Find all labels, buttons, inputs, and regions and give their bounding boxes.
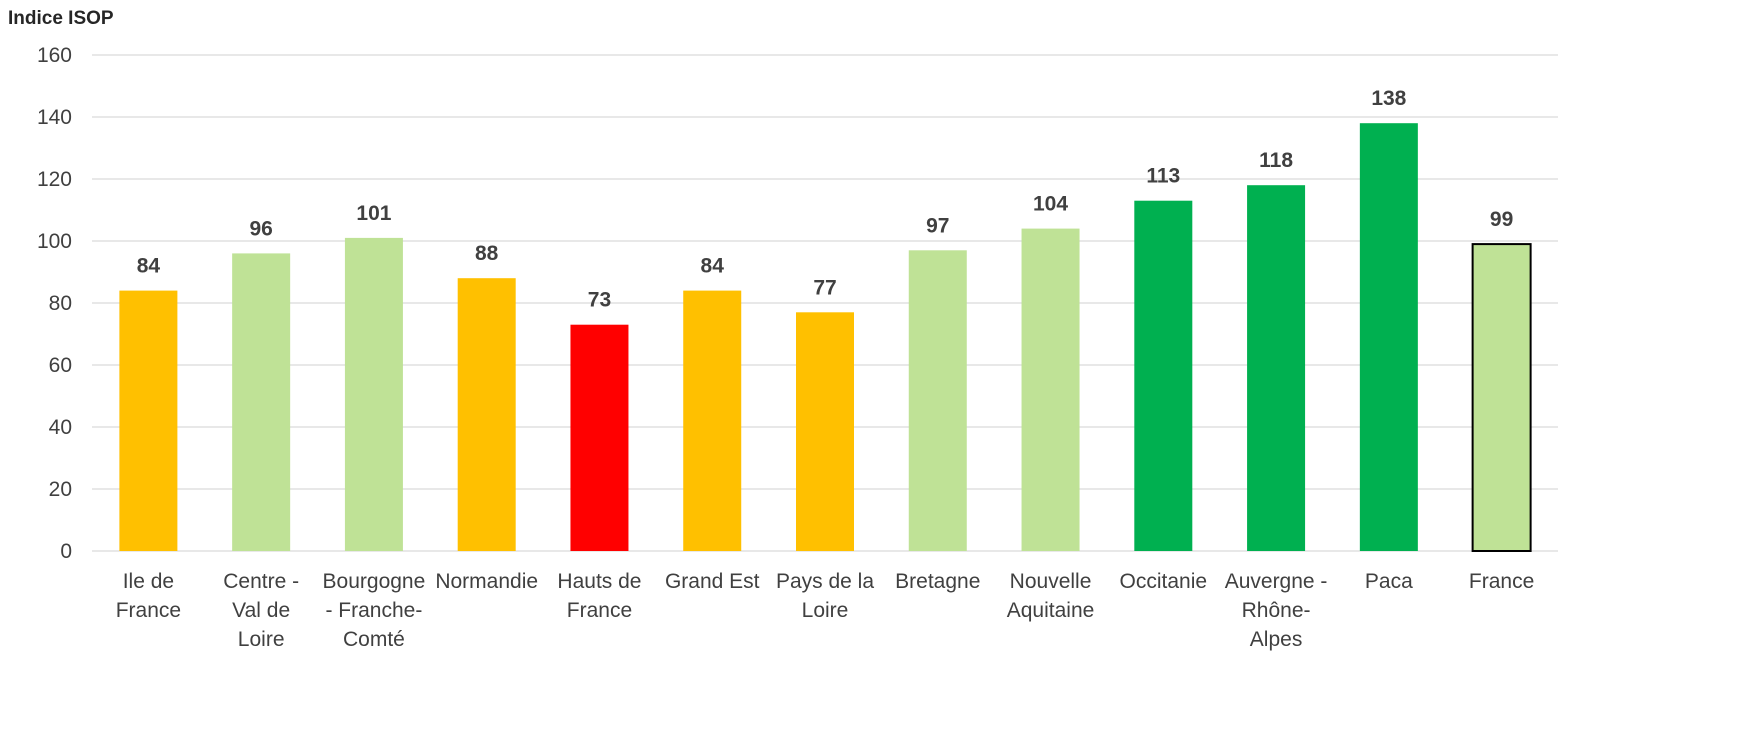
bar bbox=[119, 290, 178, 551]
category-label: Normandie bbox=[435, 570, 538, 593]
bar bbox=[683, 290, 742, 551]
category-label: Paca bbox=[1365, 570, 1413, 593]
bar bbox=[344, 237, 403, 551]
data-labels: 84 96 101 88 73 84 77 97 104 113 118 138 99 bbox=[137, 87, 1514, 312]
category-label: France bbox=[567, 599, 632, 622]
category-label: Occitanie bbox=[1120, 570, 1208, 593]
category-label: Aquitaine bbox=[1007, 599, 1095, 622]
data-label: 77 bbox=[813, 276, 836, 299]
category-label: Auvergne - bbox=[1225, 570, 1328, 593]
category-label: Val de bbox=[232, 599, 290, 622]
category-label: Loire bbox=[802, 599, 849, 622]
y-tick-label: 140 bbox=[37, 106, 72, 129]
data-label: 104 bbox=[1033, 193, 1068, 216]
category-label: Centre - bbox=[223, 570, 299, 593]
bar bbox=[796, 312, 854, 551]
bar bbox=[232, 253, 291, 551]
x-axis-categories: Ile de France Centre - Val de Loire Bourgogne… bbox=[116, 570, 1535, 651]
category-label: Nouvelle bbox=[1010, 570, 1092, 593]
y-tick-label: 100 bbox=[37, 230, 72, 253]
data-label: 118 bbox=[1259, 149, 1293, 172]
data-label: 84 bbox=[137, 255, 161, 278]
data-label: 96 bbox=[249, 217, 272, 240]
data-label: 99 bbox=[1490, 208, 1513, 231]
y-tick-label: 0 bbox=[60, 540, 72, 563]
y-axis-title: Indice ISOP bbox=[8, 8, 114, 29]
category-label: Rhône- bbox=[1242, 599, 1311, 622]
y-axis-ticks: 0 20 40 60 80 100 120 140 160 bbox=[37, 44, 72, 563]
bar bbox=[570, 324, 629, 551]
y-tick-label: 160 bbox=[37, 44, 72, 67]
category-label: Hauts de bbox=[557, 570, 641, 593]
bar bbox=[457, 278, 516, 551]
y-tick-label: 40 bbox=[49, 416, 72, 439]
category-label: Pays de la bbox=[776, 570, 874, 593]
category-label: Grand Est bbox=[665, 570, 760, 593]
gridlines bbox=[92, 54, 1558, 552]
bar bbox=[908, 250, 967, 552]
bar bbox=[1021, 228, 1080, 551]
category-label: Loire bbox=[238, 628, 285, 651]
category-label: - Franche- bbox=[325, 599, 422, 622]
category-label: Bourgogne bbox=[323, 570, 426, 593]
category-label: France bbox=[1469, 570, 1534, 593]
bar bbox=[1471, 243, 1532, 552]
data-label: 113 bbox=[1146, 165, 1180, 188]
bar bbox=[1134, 200, 1193, 551]
data-label: 97 bbox=[926, 214, 949, 237]
y-tick-label: 20 bbox=[49, 478, 72, 501]
data-label: 138 bbox=[1371, 87, 1406, 110]
y-tick-label: 60 bbox=[49, 354, 72, 377]
data-label: 101 bbox=[356, 202, 391, 225]
data-label: 73 bbox=[588, 289, 611, 312]
data-label: 88 bbox=[475, 242, 499, 265]
bar bbox=[1247, 185, 1306, 551]
y-tick-label: 120 bbox=[37, 168, 72, 191]
bar bbox=[1359, 123, 1418, 551]
y-tick-label: 80 bbox=[49, 292, 72, 315]
bars bbox=[119, 123, 1532, 552]
category-label: France bbox=[116, 599, 181, 622]
data-label: 84 bbox=[701, 255, 725, 278]
category-label: Comté bbox=[343, 628, 405, 651]
category-label: Ile de bbox=[123, 570, 174, 593]
category-label: Alpes bbox=[1250, 628, 1303, 651]
category-label: Bretagne bbox=[895, 570, 980, 593]
